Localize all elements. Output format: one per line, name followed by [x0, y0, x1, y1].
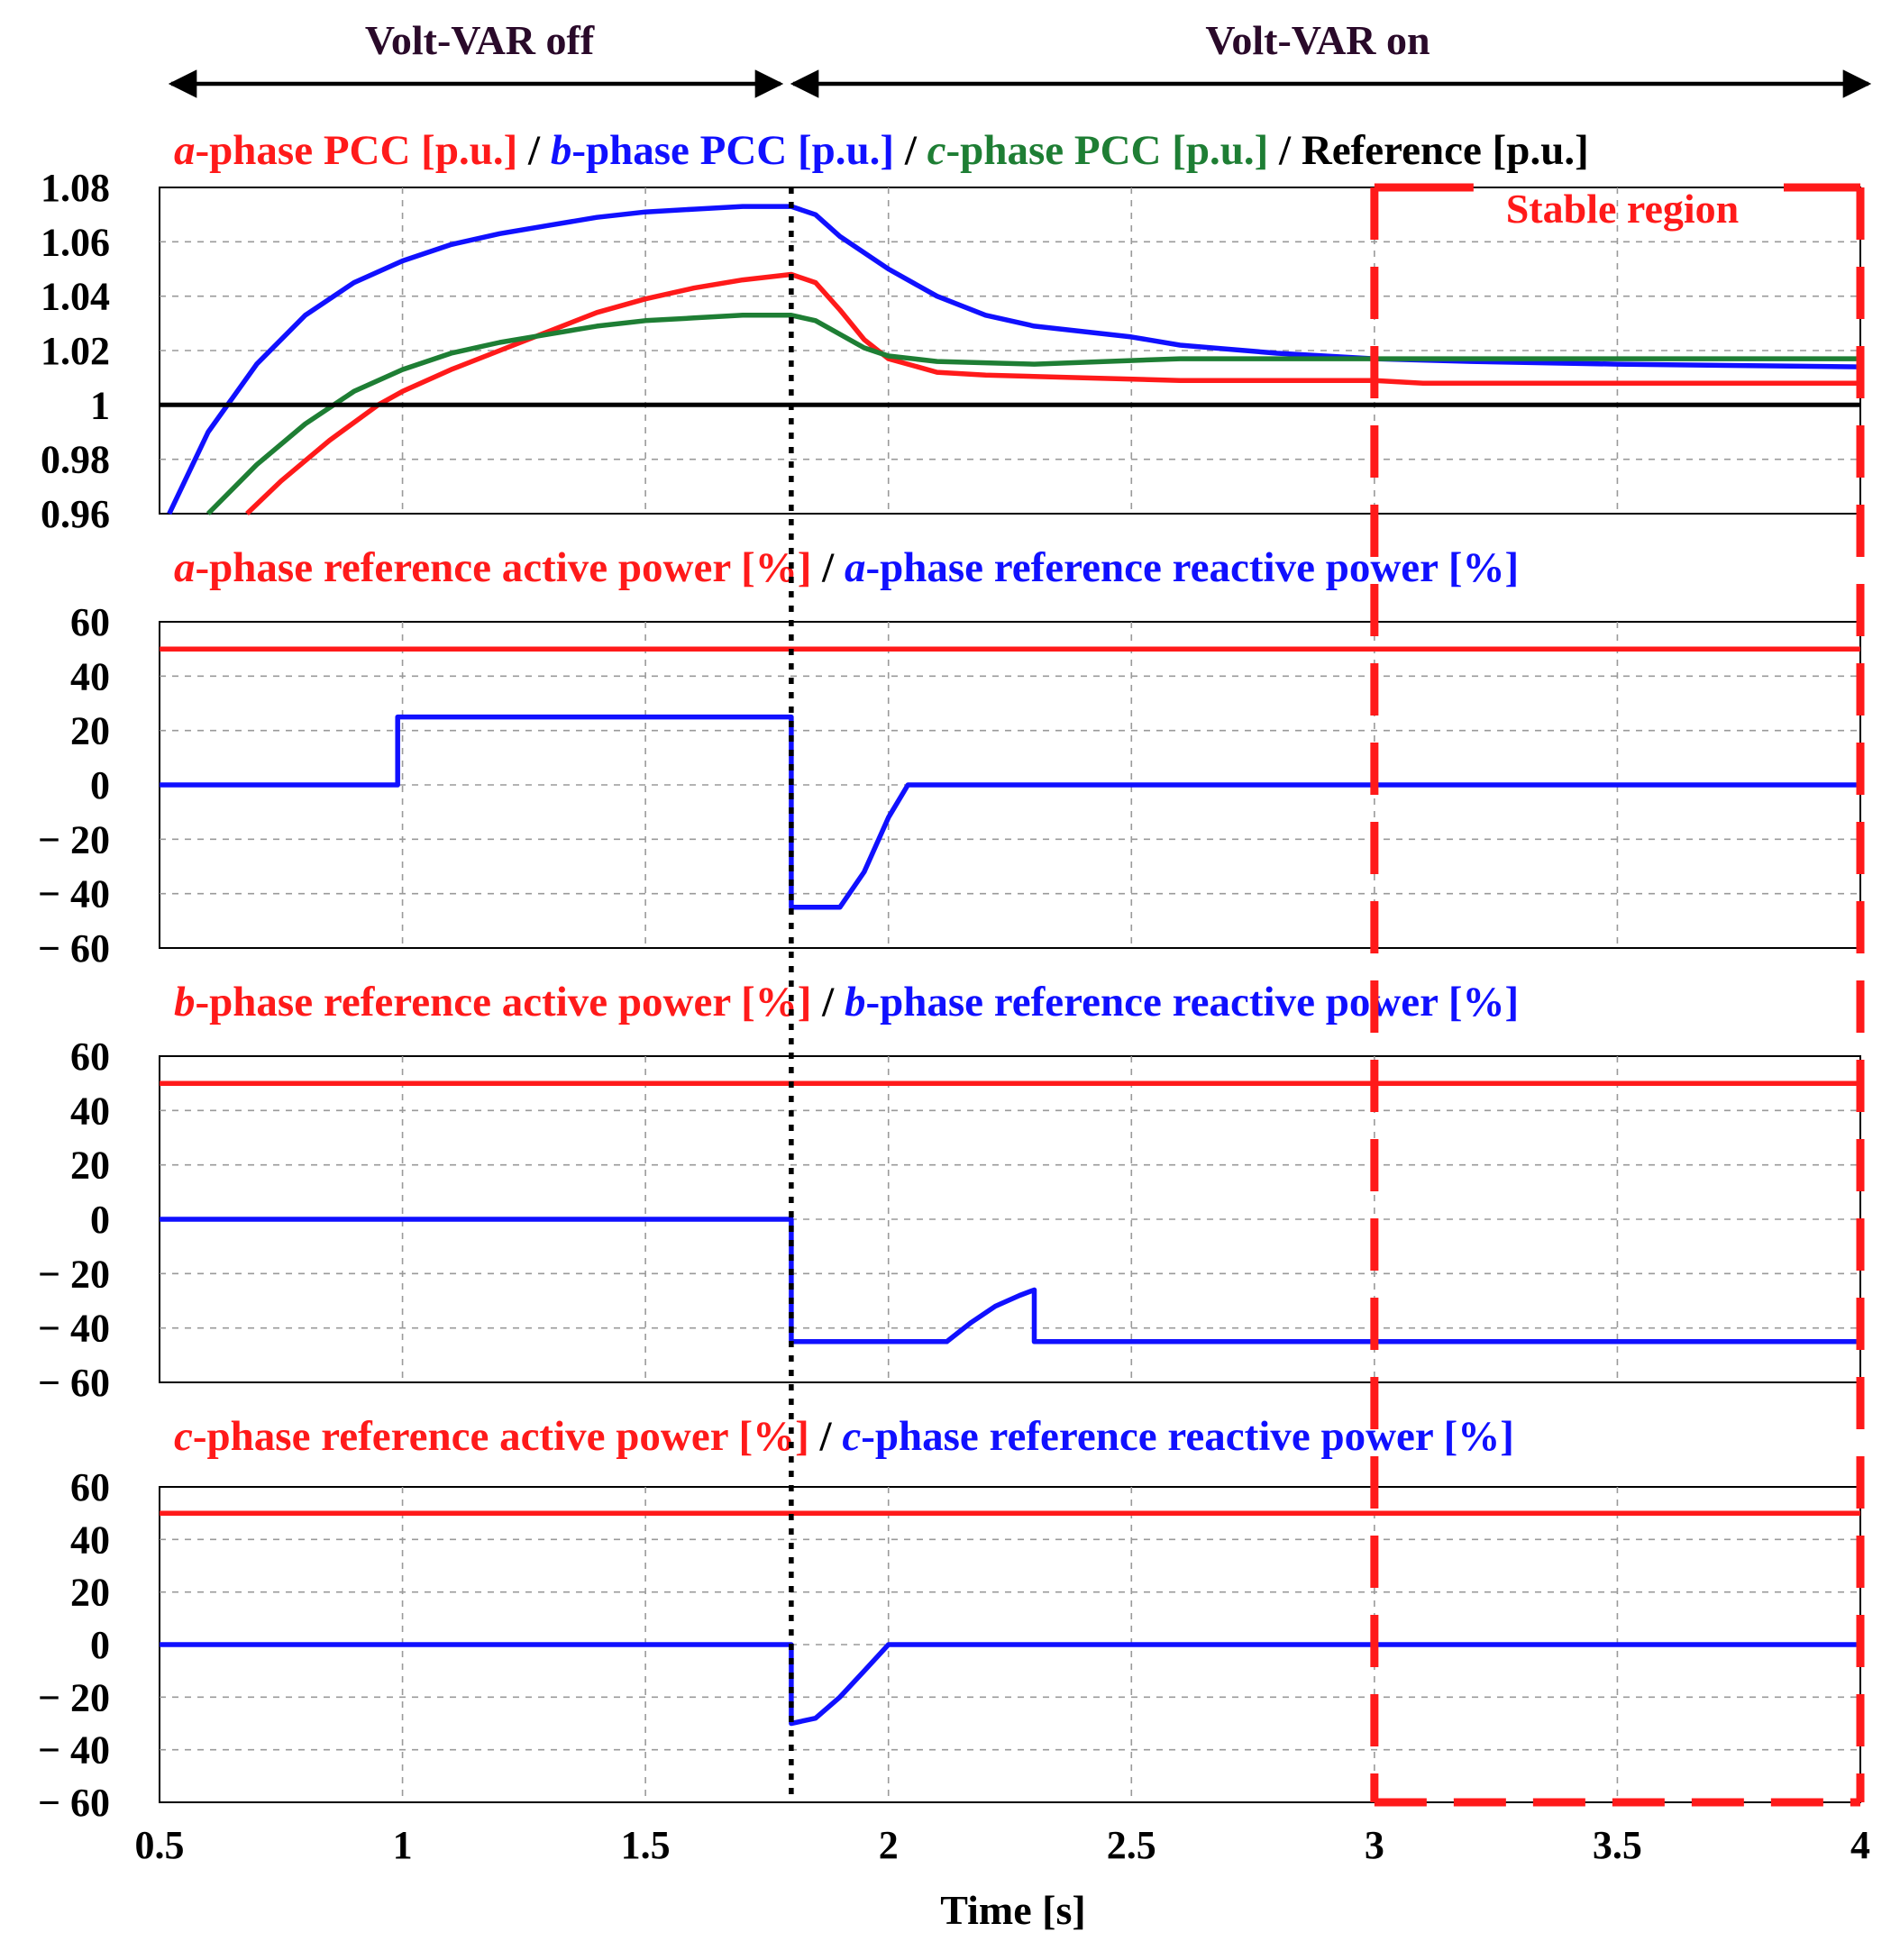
- legend-italic-4-2: c: [842, 1413, 861, 1460]
- volt-var-on-label: Volt-VAR on: [1205, 17, 1430, 63]
- panel-3: b-phase reference active power [%] / b-p…: [38, 979, 1861, 1405]
- series-1-red: [245, 271, 1860, 515]
- legend-italic-4-0: c: [174, 1413, 193, 1460]
- legend-text-4-1: /: [809, 1413, 843, 1460]
- legend-text-1-2: -phase PCC [p.u.]: [571, 127, 894, 174]
- ytick-label-4-6: 60: [70, 1465, 110, 1509]
- ytick-label-2-6: 60: [70, 600, 110, 644]
- panel-1-yticks: 0.96 0.98 1 1.02 1.04 1.06 1.08: [41, 166, 110, 536]
- panel-2-yticks: − 60 − 40 − 20 0 20 40 60: [38, 600, 110, 971]
- xtick-label-5: 3: [1365, 1823, 1384, 1867]
- ytick-label-4-5: 40: [70, 1518, 110, 1562]
- ytick-label-1-3: 1.02: [41, 329, 110, 373]
- legend-italic-2-2: a: [845, 544, 866, 591]
- series-2-blue: [160, 714, 1860, 910]
- panel-1: a-phase PCC [p.u.] / b-phase PCC [p.u.] …: [41, 127, 1861, 536]
- series-4-blue: [160, 1642, 1860, 1727]
- series-1-green: [206, 313, 1860, 515]
- xtick-label-2: 1.5: [621, 1823, 671, 1867]
- panel-3-grid: [160, 1056, 1860, 1382]
- legend-text-2-1: /: [811, 544, 845, 591]
- legend-text-1-1: /: [517, 127, 551, 174]
- panel-1-series: [160, 204, 1861, 515]
- ytick-label-1-1: 0.98: [41, 438, 110, 482]
- xtick-label-3: 2: [879, 1823, 899, 1867]
- ytick-label-1-5: 1.06: [41, 220, 110, 264]
- legend-italic-1-0: a: [174, 127, 196, 174]
- legend-text-3-2: -phase reference reactive power [%]: [865, 979, 1519, 1026]
- ytick-label-2-4: 20: [70, 709, 110, 753]
- panel-2-legend: a-phase reference active power [%] / a-p…: [174, 544, 1519, 591]
- ytick-label-2-3: 0: [90, 763, 110, 807]
- ytick-label-1-4: 1.04: [41, 275, 110, 319]
- ytick-label-3-5: 40: [70, 1089, 110, 1133]
- ytick-label-4-1: − 40: [38, 1728, 110, 1773]
- legend-text-3-1: /: [811, 979, 845, 1026]
- panel-3-series: [160, 1080, 1860, 1345]
- panel-3-legend: b-phase reference active power [%] / b-p…: [174, 979, 1519, 1026]
- xtick-label-0: 0.5: [135, 1823, 185, 1867]
- ytick-label-2-2: − 20: [38, 817, 110, 861]
- legend-text-2-2: -phase reference reactive power [%]: [865, 544, 1519, 591]
- legend-italic-2-0: a: [174, 544, 196, 591]
- legend-text-4-0: -phase reference active power [%]: [193, 1413, 809, 1460]
- x-axis-label: Time [s]: [940, 1887, 1085, 1933]
- panel-4: c-phase reference active power [%] / c-p…: [38, 1413, 1861, 1825]
- ytick-label-3-3: 0: [90, 1198, 110, 1242]
- ytick-label-4-0: − 60: [38, 1781, 110, 1825]
- ytick-label-4-4: 20: [70, 1571, 110, 1615]
- panel-2: a-phase reference active power [%] / a-p…: [38, 544, 1861, 971]
- legend-italic-3-0: b: [174, 979, 196, 1026]
- ytick-label-1-2: 1: [90, 383, 110, 427]
- panel-1-legend: a-phase PCC [p.u.] / b-phase PCC [p.u.] …: [174, 127, 1589, 174]
- panel-3-yticks: − 60 − 40 − 20 0 20 40 60: [38, 1035, 110, 1405]
- panel-1-grid: [160, 187, 1860, 514]
- ytick-label-2-0: − 60: [38, 926, 110, 971]
- ytick-label-3-4: 20: [70, 1144, 110, 1188]
- series-3-blue: [160, 1217, 1860, 1345]
- ytick-label-1-0: 0.96: [41, 492, 110, 536]
- ytick-label-3-2: − 20: [38, 1252, 110, 1296]
- panel-4-series: [160, 1510, 1860, 1727]
- ytick-label-2-5: 40: [70, 654, 110, 698]
- volt-var-off-label: Volt-VAR off: [365, 17, 595, 63]
- legend-text-1-0: -phase PCC [p.u.]: [196, 127, 518, 174]
- xtick-label-7: 4: [1850, 1823, 1870, 1867]
- ytick-label-3-1: − 40: [38, 1307, 110, 1351]
- ytick-label-3-6: 60: [70, 1035, 110, 1079]
- ytick-label-4-3: 0: [90, 1623, 110, 1667]
- header: Volt-VAR off Volt-VAR on: [168, 17, 1872, 98]
- legend-italic-1-4: c: [927, 127, 946, 174]
- x-axis: Time [s] 0.5 1 1.5 2 2.5 3 3.5 4: [135, 1823, 1871, 1933]
- ytick-label-2-1: − 40: [38, 872, 110, 916]
- legend-text-1-4: -phase PCC [p.u.]: [946, 127, 1269, 174]
- stable-region: Stable region: [1370, 183, 1865, 1807]
- panel-4-legend: c-phase reference active power [%] / c-p…: [174, 1413, 1514, 1460]
- legend-text-2-0: -phase reference active power [%]: [196, 544, 812, 591]
- panel-2-series: [160, 646, 1860, 910]
- legend-text-1-3: /: [894, 127, 927, 174]
- xtick-label-4: 2.5: [1107, 1823, 1156, 1867]
- legend-text-4-2: -phase reference reactive power [%]: [861, 1413, 1514, 1460]
- ytick-label-1-6: 1.08: [41, 166, 110, 210]
- stable-region-label: Stable region: [1506, 186, 1740, 232]
- legend-italic-1-2: b: [551, 127, 572, 174]
- ytick-label-4-2: − 20: [38, 1675, 110, 1719]
- legend-text-3-0: -phase reference active power [%]: [196, 979, 812, 1026]
- xtick-label-6: 3.5: [1593, 1823, 1642, 1867]
- ytick-label-3-0: − 60: [38, 1361, 110, 1405]
- legend-italic-3-2: b: [845, 979, 866, 1026]
- panel-4-yticks: − 60 − 40 − 20 0 20 40 60: [38, 1465, 110, 1825]
- legend-text-1-5: / Reference [p.u.]: [1268, 127, 1588, 174]
- xtick-label-1: 1: [393, 1823, 413, 1867]
